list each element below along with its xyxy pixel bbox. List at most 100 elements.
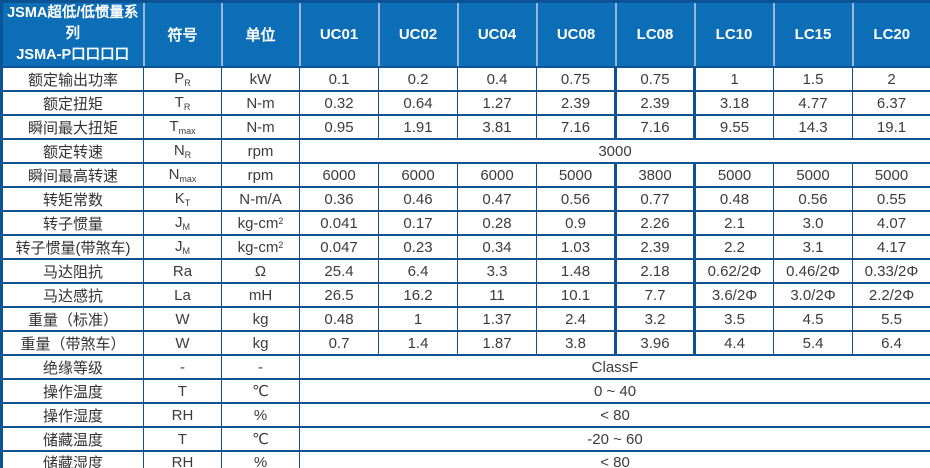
- spec-value-cell: 1.03: [536, 234, 616, 261]
- spec-value-cell: 0.55: [852, 186, 930, 213]
- spec-value-cell: 0.75: [614, 66, 696, 93]
- row-symbol: JM: [143, 210, 222, 237]
- row-symbol: NR: [143, 138, 222, 165]
- row-label: 马达阻抗: [1, 258, 144, 285]
- spec-value-cell: 6000: [457, 162, 537, 189]
- spec-value-cell: 1: [378, 306, 458, 333]
- spec-value-cell: 2.26: [614, 210, 696, 237]
- row-unit: rpm: [221, 138, 300, 165]
- row-unit: mH: [221, 282, 300, 309]
- spec-value-cell: 1.5: [773, 66, 853, 93]
- spec-value-cell: 5000: [694, 162, 774, 189]
- spec-value-cell: 16.2: [378, 282, 458, 309]
- spec-value-cell: 5000: [852, 162, 930, 189]
- table-row: 储藏湿度 RH% < 80: [1, 450, 930, 468]
- series-title-line2: JSMA-P口口口口: [16, 47, 130, 64]
- spec-value-cell: 5000: [536, 162, 616, 189]
- table-row: 瞬间最大扭矩 Tmax N-m 0.95 1.91 3.81 7.16 7.16 9.55 14.…: [1, 114, 930, 141]
- col-header-model-uc04: UC04: [456, 1, 538, 69]
- row-unit: Ω: [221, 258, 300, 285]
- spec-value-cell: 1.4: [378, 330, 458, 357]
- row-symbol: T: [143, 378, 222, 405]
- merged-value-cell: 0 ~ 40: [299, 378, 930, 405]
- row-label: 储藏温度: [1, 426, 144, 453]
- spec-value-cell: 5000: [773, 162, 853, 189]
- spec-value-cell: 2.39: [536, 90, 616, 117]
- spec-value-cell: 6000: [378, 162, 458, 189]
- row-label: 操作温度: [1, 378, 144, 405]
- spec-value-cell: 7.16: [614, 114, 696, 141]
- row-symbol: Tmax: [143, 114, 222, 141]
- spec-value-cell: 10.1: [536, 282, 616, 309]
- row-unit: kg: [221, 306, 300, 333]
- row-label: 额定转速: [1, 138, 144, 165]
- spec-value-cell: 0.75: [536, 66, 616, 93]
- row-symbol: La: [143, 282, 222, 309]
- spec-value-cell: 3.3: [457, 258, 537, 285]
- spec-value-cell: 3.96: [614, 330, 696, 357]
- table-row: 储藏温度 T ℃ -20 ~ 60: [1, 426, 930, 453]
- spec-value-cell: 2.1: [694, 210, 774, 237]
- spec-value-cell: 0.041: [299, 210, 379, 237]
- table-row: 绝缘等级 - - ClassF: [1, 354, 930, 381]
- spec-value-cell: 2: [852, 66, 930, 93]
- spec-value-cell: 14.3: [773, 114, 853, 141]
- spec-value-cell: 3.8: [536, 330, 616, 357]
- row-unit: ℃: [221, 378, 300, 405]
- table-row: 瞬间最高转速 Nmax rpm 6000 6000 6000 5000 3800 5000 500…: [1, 162, 930, 189]
- row-symbol: W: [143, 330, 222, 357]
- row-symbol: PR: [143, 66, 222, 93]
- row-unit: N-m/A: [221, 186, 300, 213]
- spec-value-cell: 4.5: [773, 306, 853, 333]
- row-label: 重量（标准）: [1, 306, 144, 333]
- spec-value-cell: 0.2: [378, 66, 458, 93]
- spec-value-cell: 5.4: [773, 330, 853, 357]
- merged-value-cell: ClassF: [299, 354, 930, 381]
- merged-value-cell: < 80: [299, 450, 930, 468]
- spec-value-cell: 1.91: [378, 114, 458, 141]
- row-symbol: Ra: [143, 258, 222, 285]
- spec-value-cell: 1: [694, 66, 774, 93]
- spec-value-cell: 0.1: [299, 66, 379, 93]
- spec-value-cell: 3.0: [773, 210, 853, 237]
- spec-value-cell: 19.1: [852, 114, 930, 141]
- row-label: 绝缘等级: [1, 354, 144, 381]
- spec-value-cell: 0.47: [457, 186, 537, 213]
- spec-value-cell: 3.2: [614, 306, 696, 333]
- header-row: JSMA超低/低惯量系列 JSMA-P口口口口 符号 单位 UC01 UC02 …: [0, 1, 930, 69]
- col-header-model-uc08: UC08: [535, 1, 617, 69]
- row-label: 操作湿度: [1, 402, 144, 429]
- merged-value-cell: < 80: [299, 402, 930, 429]
- table-row: 转子惯量(带煞车) JM kg-cm2 0.047 0.23 0.34 1.03 2.39 2.…: [1, 234, 930, 261]
- spec-value-cell: 4.4: [694, 330, 774, 357]
- row-symbol: KT: [143, 186, 222, 213]
- spec-value-cell: 0.7: [299, 330, 379, 357]
- col-header-model-lc15: LC15: [772, 1, 854, 69]
- spec-value-cell: 0.56: [773, 186, 853, 213]
- spec-value-cell: 6.4: [378, 258, 458, 285]
- spec-value-cell: 3.81: [457, 114, 537, 141]
- table-row: 操作温度 T ℃ 0 ~ 40: [1, 378, 930, 405]
- spec-value-cell: 3.6/2Φ: [694, 282, 774, 309]
- spec-value-cell: 1.37: [457, 306, 537, 333]
- spec-value-cell: 0.77: [614, 186, 696, 213]
- spec-value-cell: 9.55: [694, 114, 774, 141]
- spec-value-cell: 6.37: [852, 90, 930, 117]
- row-symbol: RH: [143, 402, 222, 429]
- spec-value-cell: 5.5: [852, 306, 930, 333]
- row-symbol: TR: [143, 90, 222, 117]
- col-header-model-lc08: LC08: [614, 1, 696, 69]
- spec-value-cell: 0.4: [457, 66, 537, 93]
- table-row: 转矩常数 KT N-m/A 0.36 0.46 0.47 0.56 0.77 0.48 0.56 0…: [1, 186, 930, 213]
- table-row: 额定转速 NR rpm 3000: [1, 138, 930, 165]
- spec-value-cell: 1.48: [536, 258, 616, 285]
- spec-value-cell: 3.0/2Φ: [773, 282, 853, 309]
- row-unit: kg-cm2: [221, 234, 300, 261]
- spec-value-cell: 0.34: [457, 234, 537, 261]
- spec-value-cell: 4.77: [773, 90, 853, 117]
- table-row: 操作湿度 RH% < 80: [1, 402, 930, 429]
- row-unit: %: [221, 450, 300, 468]
- spec-value-cell: 0.48: [694, 186, 774, 213]
